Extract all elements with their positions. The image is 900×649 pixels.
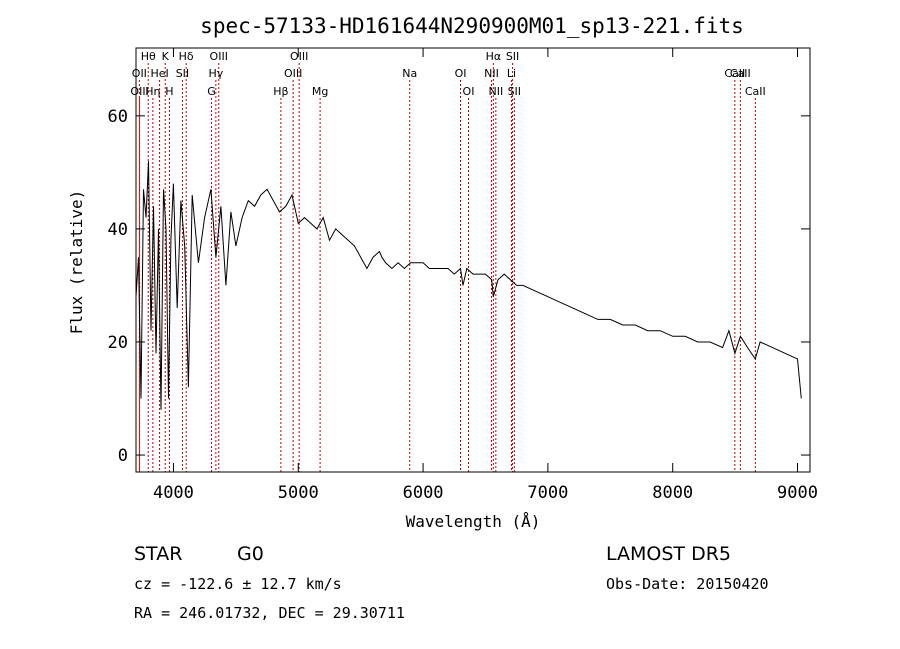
redshift-velocity: cz = -122.6 ± 12.7 km/s — [134, 575, 342, 593]
plot-frame — [135, 47, 811, 473]
spectral-line-label: OIII — [290, 50, 308, 63]
object-class: STAR — [134, 543, 182, 565]
y-tick-label: 20 — [108, 333, 128, 353]
spectrum-series-line — [135, 161, 802, 410]
spectral-line-label: Mg — [312, 85, 328, 98]
spectral-line-label: OI — [455, 67, 467, 80]
y-axis-label: Flux (relative) — [67, 190, 86, 335]
survey-name: LAMOST DR5 — [606, 543, 731, 565]
y-tick-label: 60 — [108, 107, 128, 127]
y-tick-label: 40 — [108, 220, 128, 240]
spectral-line-label: K — [162, 50, 170, 63]
spectral-line-label: OI — [463, 85, 475, 98]
spectral-line-label: H — [165, 85, 173, 98]
x-axis-label: Wavelength (Å) — [406, 512, 541, 531]
spectral-line-label: Hγ — [208, 67, 223, 80]
observation-date: Obs-Date: 20150420 — [606, 575, 769, 593]
spectral-line-label: Na — [402, 67, 417, 80]
spectral-line-label: Hδ — [179, 50, 194, 63]
x-tick-label: 5000 — [278, 483, 319, 503]
spectral-line-label: G — [207, 85, 216, 98]
ra-dec-coordinates: RA = 246.01732, DEC = 29.30711 — [134, 604, 405, 622]
object-subclass: G0 — [237, 543, 264, 565]
chart-title: spec-57133-HD161644N290900M01_sp13-221.f… — [200, 14, 744, 38]
spectral-line-label: CaII — [745, 85, 766, 98]
spectral-line-label: NII — [484, 67, 499, 80]
spectral-line-label: Hβ — [273, 85, 288, 98]
spectral-line-label: Li — [507, 67, 516, 80]
spectral-line-label: CaII — [730, 67, 751, 80]
spectral-line-label: OIII — [284, 67, 302, 80]
x-tick-label: 8000 — [652, 483, 693, 503]
x-axis-ticks: 4000 5000 6000 7000 8000 9000 — [153, 48, 818, 503]
x-tick-label: 9000 — [777, 483, 818, 503]
spectral-line-label: SII — [506, 50, 519, 63]
spectral-line-label: CaII — [724, 67, 745, 80]
spectral-line-label: SII — [508, 85, 521, 98]
y-tick-label: 0 — [118, 446, 128, 466]
spectral-line-label: OIII — [210, 50, 228, 63]
spectral-line-label: Hη — [145, 85, 160, 98]
spectral-line-label: Hα — [486, 50, 502, 63]
x-tick-label: 7000 — [527, 483, 568, 503]
spectral-line-label: HeI — [150, 67, 168, 80]
x-tick-label: 4000 — [153, 483, 194, 503]
spectral-line-label: NII — [488, 85, 503, 98]
y-axis-ticks: 0 20 40 60 — [108, 107, 810, 466]
spectral-line-labels: Hθ K Hδ OIII OIII Hα SII OII HeI SII Hγ OIII Na OI NII… — [130, 50, 765, 98]
x-tick-label: 6000 — [403, 483, 444, 503]
spectral-line-label: OIII — [130, 85, 148, 98]
spectral-line-label: OII — [132, 67, 147, 80]
spectral-line-label: Hθ — [141, 50, 156, 63]
spectral-line-markers — [138, 63, 756, 472]
spectral-line-label: SII — [176, 67, 189, 80]
